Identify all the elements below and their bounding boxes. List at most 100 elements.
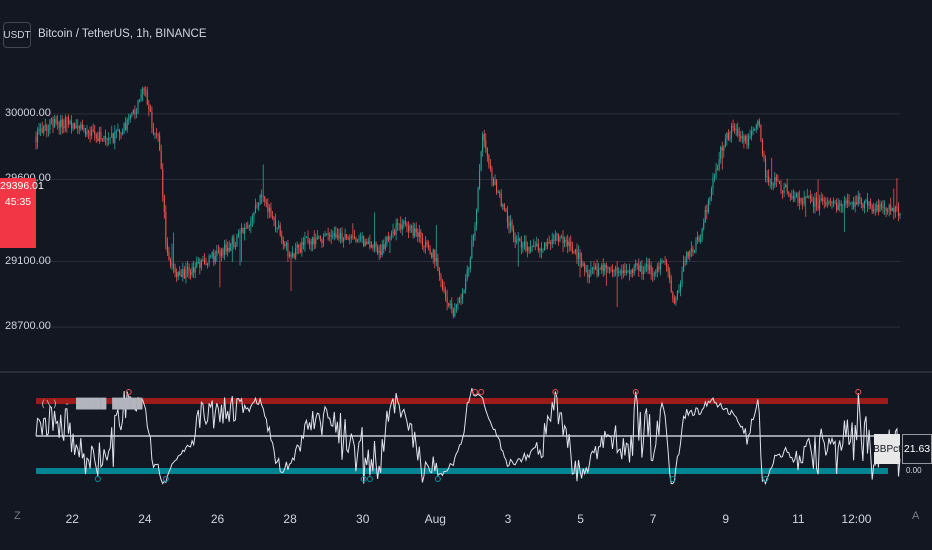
candle-body	[446, 297, 448, 304]
candle-body	[466, 269, 468, 279]
candle-body	[740, 136, 742, 139]
candle-body	[502, 204, 504, 207]
candle-body	[248, 225, 250, 227]
symbol-badge[interactable]: USDT	[3, 22, 31, 48]
candle-body	[250, 221, 252, 226]
candle-body	[559, 237, 561, 242]
time-tick-label: 24	[138, 512, 152, 526]
bbpct-line	[35, 388, 901, 486]
auto-scale-toggle[interactable]: A	[912, 510, 920, 522]
candle-body	[610, 268, 612, 270]
candle-body	[891, 208, 893, 211]
candle-body	[783, 187, 785, 194]
candle-body	[638, 264, 640, 271]
candle-body	[454, 308, 456, 317]
candle-body	[305, 236, 308, 238]
candle-body	[479, 170, 481, 189]
candle-body	[190, 272, 192, 275]
candle-body	[823, 200, 825, 202]
candle-body	[211, 252, 213, 257]
candle-body	[54, 119, 56, 127]
candle-body	[401, 224, 403, 230]
candle-body	[312, 237, 314, 245]
candle-body	[701, 228, 703, 239]
candle-body	[420, 231, 422, 238]
candle-body	[491, 168, 493, 180]
candle-body	[108, 138, 110, 141]
candle-body	[795, 193, 797, 197]
candle-body	[457, 303, 459, 305]
candle-body	[462, 292, 464, 299]
candle-body	[384, 243, 386, 249]
oversold-marker	[366, 476, 373, 482]
candle-body	[49, 120, 51, 131]
candle-body	[845, 200, 847, 204]
candle-body	[234, 245, 236, 247]
candle-body	[771, 181, 773, 186]
candle-body	[214, 255, 216, 263]
candle-body	[683, 261, 685, 272]
oversold-marker	[162, 476, 169, 482]
candle-body	[627, 270, 629, 272]
candle-body	[877, 204, 879, 212]
candle-body	[873, 209, 875, 212]
candle-body	[333, 233, 335, 237]
candle-body	[562, 236, 564, 244]
candle-body	[278, 225, 280, 228]
candle-body	[899, 212, 901, 217]
candle-body	[343, 237, 345, 242]
timezone-toggle[interactable]: Z	[14, 510, 21, 522]
candle-body	[557, 234, 559, 242]
candle-body	[865, 199, 867, 202]
candle-body	[608, 267, 610, 269]
candle-body	[60, 119, 62, 128]
candle-body	[672, 292, 674, 298]
candle-body	[867, 199, 869, 206]
candle-body	[613, 269, 615, 273]
candle-body	[256, 205, 258, 207]
candle-body	[647, 264, 649, 270]
candle-body	[132, 109, 134, 114]
candle-body	[616, 267, 618, 273]
candle-body	[681, 271, 683, 284]
price-tick-label: 30000.00	[5, 106, 51, 119]
candle-body	[135, 112, 138, 114]
candle-body	[492, 179, 495, 186]
candle-body	[157, 133, 159, 136]
time-tick-label: Aug	[424, 512, 446, 526]
oversold-marker	[94, 476, 101, 482]
candle-body	[47, 130, 49, 131]
candle-body	[336, 235, 338, 238]
candle-body	[644, 266, 646, 272]
candle-body	[859, 196, 861, 200]
candle-body	[216, 250, 218, 256]
candle-body	[265, 201, 267, 204]
candle-body	[400, 223, 402, 230]
candle-body	[642, 271, 644, 275]
candle-body	[863, 201, 865, 208]
candle-body	[673, 297, 675, 304]
candle-body	[715, 168, 717, 177]
candle-body	[560, 236, 563, 238]
candle-body	[707, 200, 709, 212]
indicator-legend[interactable]: (\) - █████ █████	[40, 399, 143, 410]
candle-body	[360, 237, 362, 239]
candle-body	[622, 269, 624, 274]
candle-body	[373, 241, 376, 249]
candle-body	[577, 252, 580, 259]
candle-body	[258, 203, 260, 207]
candle-body	[732, 125, 734, 128]
candle-body	[516, 240, 518, 243]
candle-body	[452, 309, 454, 317]
candle-body	[570, 241, 572, 247]
candle-body	[573, 251, 575, 253]
candle-body	[339, 232, 342, 240]
candle-body	[149, 109, 151, 112]
candle-body	[386, 236, 388, 244]
candle-body	[584, 264, 586, 272]
candle-body	[449, 303, 451, 306]
candle-body	[540, 248, 542, 252]
candle-body	[409, 226, 411, 231]
candle-body	[52, 118, 54, 127]
